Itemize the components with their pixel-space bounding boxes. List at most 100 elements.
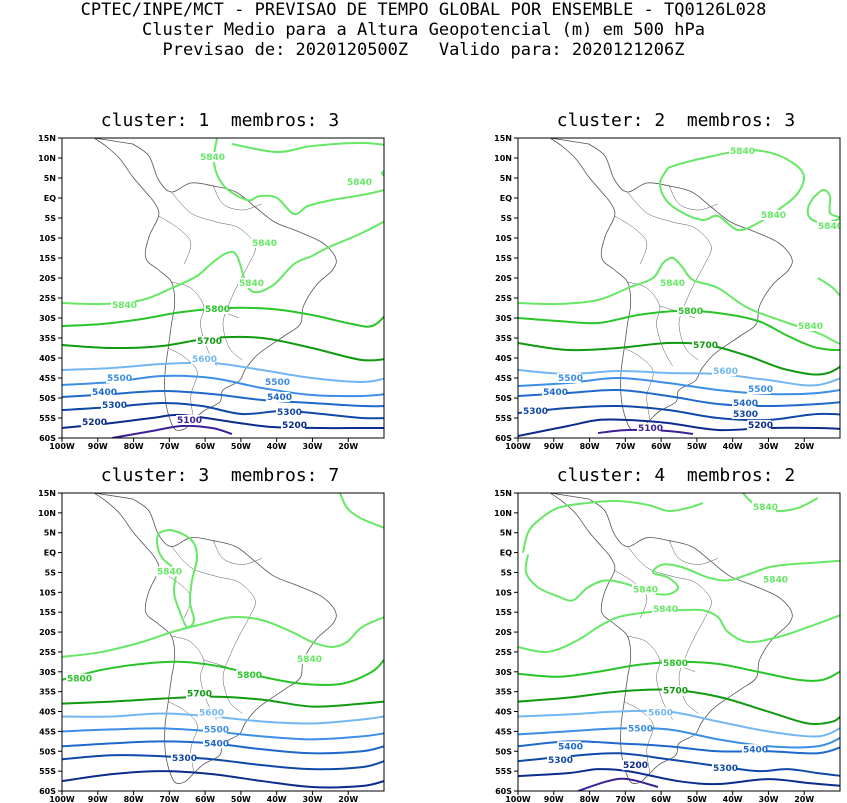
contour-5200: [62, 770, 384, 789]
lat-label: 5S: [45, 568, 57, 577]
contour-label: 5300: [713, 764, 738, 774]
contour-label-bg: [622, 760, 646, 771]
contour-5840: [62, 220, 384, 306]
contour-label-bg: [111, 300, 135, 310]
lat-label: EQ: [44, 194, 56, 203]
lon-label: 70W: [615, 442, 635, 451]
contour-label-bg: [198, 707, 222, 718]
contour-label-bg: [712, 366, 736, 376]
contour-label-bg: [203, 724, 227, 735]
contour-label: 5600: [199, 709, 224, 719]
contour-label-bg: [191, 354, 215, 364]
contour-label-bg: [747, 420, 771, 430]
coastline: [93, 493, 337, 784]
contour-5840: [817, 277, 840, 298]
contour-5600: [62, 361, 384, 384]
contour-label-bg: [729, 146, 753, 156]
header-line-1: CPTEC/INPE/MCT - PREVISAO DE TEMPO GLOBA…: [80, 0, 767, 20]
lat-label: 30S: [39, 314, 56, 323]
country-border: [669, 185, 718, 211]
lon-label: 50W: [231, 795, 251, 803]
contour-label-bg: [547, 755, 571, 766]
lat-label: 5N: [44, 174, 56, 183]
lat-label: 40S: [495, 354, 512, 363]
contour-label: 5840: [112, 301, 137, 311]
map-frame: [61, 137, 385, 439]
lat-label: EQ: [500, 194, 512, 203]
country-border: [627, 191, 712, 361]
lon-label: 90W: [88, 442, 108, 451]
lat-label: 30S: [39, 668, 56, 677]
contour-5200: [62, 413, 384, 430]
lat-label: 20S: [39, 274, 56, 283]
contour-label-bg: [662, 657, 686, 668]
lat-label: 55S: [495, 414, 512, 423]
contour-5300: [518, 404, 840, 422]
contour-label-bg: [266, 392, 290, 402]
contour-label: 5400: [558, 742, 583, 752]
country-border: [627, 546, 712, 714]
lat-label: 40S: [39, 708, 56, 717]
contour-label-bg: [632, 584, 656, 595]
contour-5700: [62, 335, 384, 362]
lat-label: 10N: [494, 509, 512, 518]
contour-5840: [518, 608, 840, 654]
contour-label-bg: [557, 741, 581, 752]
lat-label: 15S: [495, 608, 512, 617]
contour-label: 5840: [633, 585, 658, 595]
contour-label: 5840: [798, 322, 823, 332]
lon-label: 80W: [124, 795, 144, 803]
contour-label: 5500: [204, 725, 229, 735]
contour-5840: [212, 138, 384, 216]
contour-label: 5400: [267, 393, 292, 403]
contour-5200: [518, 418, 840, 437]
panel-3-map: 5840 5840 5800 5800 5700 5600 5500 5400 5300 15N 1…: [38, 489, 385, 803]
lon-label: 40W: [723, 442, 743, 451]
country-border: [171, 546, 256, 714]
contour-label-bg: [156, 566, 180, 577]
contour-label: 5840: [753, 503, 778, 513]
contour-label: 5300: [548, 756, 573, 766]
contour-5400: [518, 740, 840, 755]
coastline: [549, 138, 793, 431]
lon-label: 90W: [544, 795, 564, 803]
contour-5400: [62, 740, 384, 755]
lat-label: 25S: [39, 294, 56, 303]
lon-label: 20W: [794, 442, 814, 451]
contour-5400: [62, 389, 384, 408]
lat-label: 10S: [495, 588, 512, 597]
contour-label: 5700: [693, 341, 718, 351]
contour-5800: [518, 309, 840, 351]
contour-label-bg: [101, 400, 125, 410]
lat-label: 50S: [39, 394, 56, 403]
contour-5700: [518, 341, 840, 376]
lat-label: 15S: [39, 254, 56, 263]
lat-label: 15S: [495, 254, 512, 263]
lon-label: 30W: [302, 795, 322, 803]
contour-label: 5840: [157, 567, 182, 577]
contour-label-bg: [557, 373, 581, 383]
lat-label: 50S: [495, 394, 512, 403]
contour-5800: [62, 306, 384, 328]
lat-label: 30S: [495, 668, 512, 677]
lon-label: 50W: [687, 442, 707, 451]
contour-label-bg: [797, 321, 821, 331]
contour-label-bg: [760, 210, 784, 220]
panel-2-title: cluster: 2 membros: 3: [556, 110, 796, 131]
contour-label: 5500: [558, 374, 583, 384]
lon-label: 100W: [505, 442, 531, 451]
contour-5840: [339, 493, 384, 529]
panel-4-title: cluster: 4 membros: 2: [556, 465, 796, 486]
contour-label: 5840: [252, 239, 277, 249]
lon-label: 40W: [267, 442, 287, 451]
contour-label: 5840: [763, 575, 788, 585]
lon-label: 40W: [723, 795, 743, 803]
contour-5400: [518, 388, 840, 408]
contour-label-bg: [712, 763, 736, 774]
contour-label-bg: [742, 744, 766, 755]
contour-5100: [111, 424, 233, 438]
contour-5840: [522, 499, 704, 553]
contour-label: 5300: [277, 408, 302, 418]
contour-label: 5840: [653, 605, 678, 615]
panel-1-title: cluster: 1 membros: 3: [100, 110, 340, 131]
